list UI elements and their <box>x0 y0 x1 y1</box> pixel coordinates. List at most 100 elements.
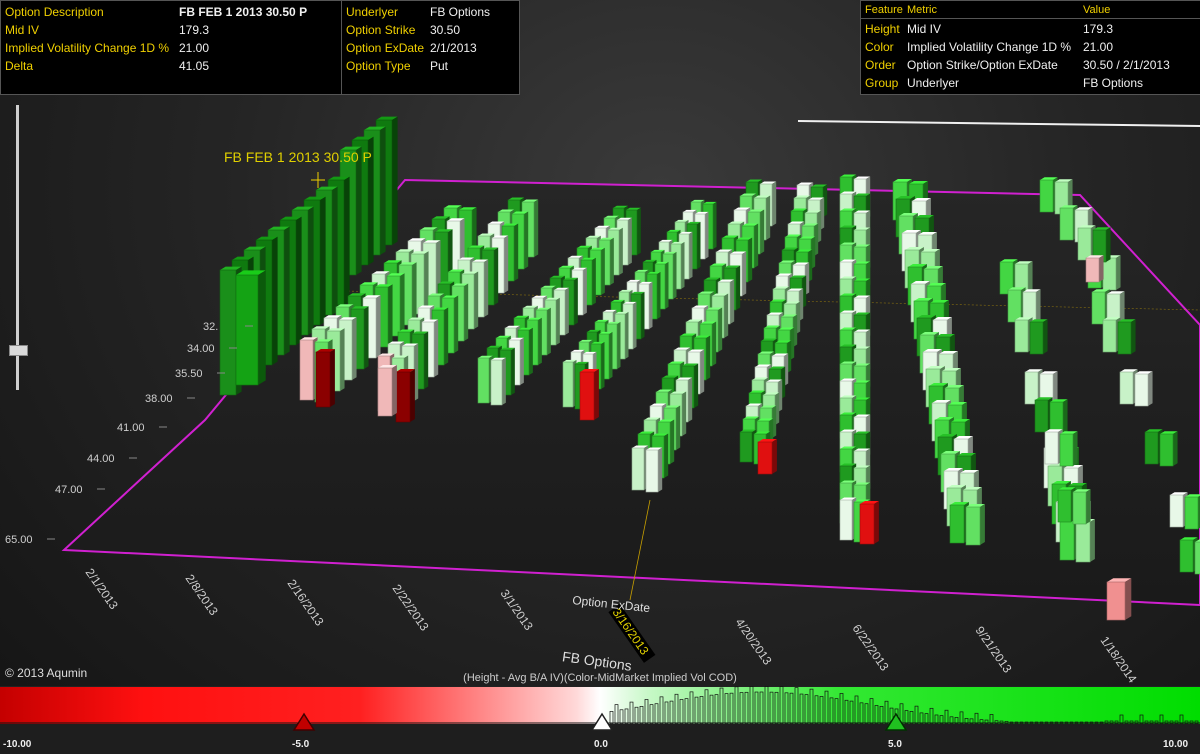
date-tick-label: 6/22/2013 <box>850 622 892 674</box>
value-cell: 179.3 <box>1083 22 1114 36</box>
option-bar[interactable] <box>1029 319 1048 355</box>
option-bar[interactable] <box>1106 578 1132 621</box>
option-bar[interactable] <box>315 349 335 408</box>
histogram-bin <box>659 696 664 724</box>
histogram-bin <box>854 695 859 724</box>
info-value: 30.50 <box>430 23 461 37</box>
histogram-bin <box>974 712 979 724</box>
option-bar[interactable] <box>859 501 879 545</box>
option-bar[interactable] <box>1075 519 1095 563</box>
option-bar[interactable] <box>757 439 777 475</box>
histogram-bin <box>949 716 954 724</box>
info-label: Mid IV <box>5 23 40 37</box>
marker-negative-five[interactable] <box>292 712 316 732</box>
option-bar[interactable] <box>299 337 318 401</box>
option-bar[interactable] <box>235 270 266 386</box>
svg-text:6/22/2013: 6/22/2013 <box>850 622 892 674</box>
histogram-bin <box>919 712 924 724</box>
histogram-bin <box>1119 714 1124 724</box>
info-label: Underlyer <box>346 5 399 19</box>
info-label: Option Type <box>346 59 411 73</box>
option-bar[interactable] <box>1092 227 1111 263</box>
feature-cell: Order <box>865 58 896 72</box>
option-bar[interactable] <box>1159 431 1178 467</box>
metric-cell: Mid IV <box>907 22 942 36</box>
option-bar[interactable] <box>477 355 493 404</box>
info-label: Implied Volatility Change 1D % <box>5 41 170 55</box>
histogram-bin <box>914 705 919 724</box>
selected-date-guide <box>629 499 651 601</box>
option-bar[interactable] <box>579 369 599 421</box>
option-bar[interactable] <box>645 447 663 493</box>
option-bar[interactable] <box>1117 319 1136 355</box>
strike-tick-label: 32. <box>203 321 218 333</box>
histogram-bin <box>709 694 714 724</box>
value-cell: 30.50 / 2/1/2013 <box>1083 58 1170 72</box>
option-bar[interactable] <box>1085 255 1104 283</box>
histogram-bin <box>669 700 674 724</box>
option-bar[interactable] <box>1194 539 1200 575</box>
metric-cell: Implied Volatility Change 1D % <box>907 40 1072 54</box>
histogram-bin <box>774 691 779 724</box>
histogram-bin <box>939 715 944 724</box>
option-info-panel: Option Description FB FEB 1 2013 30.50 P… <box>0 0 342 95</box>
histogram-bin <box>804 694 809 724</box>
histogram-bin <box>694 696 699 724</box>
option-bar[interactable] <box>1184 494 1200 530</box>
strike-tick-label: 41.00 <box>117 422 145 434</box>
zoom-slider-track[interactable] <box>16 105 19 390</box>
histogram-bin <box>754 691 759 724</box>
histogram-bin <box>859 702 864 724</box>
histogram-bin <box>879 706 884 724</box>
option-surface-3d-view[interactable]: 32. 34.00 35.50 38.00 41.00 44.00 47.00 65.00 2… <box>0 0 1200 686</box>
option-bar[interactable] <box>1022 289 1041 325</box>
option-bar[interactable] <box>965 504 985 546</box>
date-tick-label: 9/21/2013 <box>973 624 1015 676</box>
histogram-bin <box>819 696 824 724</box>
option-bar[interactable] <box>1049 399 1068 435</box>
histogram-bin <box>874 705 879 724</box>
date-tick-label: 2/1/2013 <box>83 566 121 613</box>
option-bar[interactable] <box>490 357 506 406</box>
histogram-bin <box>719 687 724 724</box>
histogram-bin <box>909 711 914 724</box>
histogram-bin <box>769 691 774 724</box>
histogram-bin <box>829 697 834 724</box>
colorbar-tick-label: 5.0 <box>888 739 902 750</box>
histogram-bin <box>789 692 794 724</box>
histogram-bin <box>644 699 649 724</box>
value-cell: 21.00 <box>1083 40 1114 54</box>
date-tick-label: 3/1/2013 <box>498 587 536 634</box>
histogram-bin <box>664 701 669 724</box>
zoom-slider-thumb[interactable] <box>9 345 28 356</box>
histogram-bin <box>639 706 644 724</box>
date-tick-label: 2/22/2013 <box>390 582 432 634</box>
colorbar-tick-label: -5.0 <box>292 739 310 750</box>
histogram-bin <box>824 690 829 724</box>
legend-caption: (Height - Avg B/A IV)(Color-MidMarket Im… <box>463 672 737 684</box>
marker-positive-five[interactable] <box>884 712 908 732</box>
option-bar[interactable] <box>395 369 415 423</box>
histogram-bin <box>724 693 729 724</box>
histogram-bin <box>744 691 749 724</box>
histogram-bin <box>684 698 689 724</box>
histogram-bin <box>704 689 709 724</box>
histogram-bin <box>994 720 999 724</box>
histogram-bin <box>964 718 969 724</box>
colorbar-tick-label: -10.00 <box>3 739 32 750</box>
metric-cell: Option Strike/Option ExDate <box>907 58 1058 72</box>
option-bar[interactable] <box>562 359 577 408</box>
info-label: Option ExDate <box>346 41 425 55</box>
marker-zero[interactable] <box>590 712 614 732</box>
histogram-bin <box>834 698 839 724</box>
option-bar[interactable] <box>377 365 397 417</box>
option-bar[interactable] <box>1059 431 1078 467</box>
info-value: FB Options <box>430 5 491 19</box>
histogram-bin <box>689 691 694 724</box>
underlyer-info-panel: Underlyer FB Options Option Strike 30.50… <box>341 0 520 95</box>
strike-tick-label: 35.50 <box>175 368 203 380</box>
histogram-bin <box>884 700 889 724</box>
option-bar[interactable] <box>1072 489 1091 525</box>
option-bar[interactable] <box>1134 371 1153 407</box>
date-tick-label: 4/20/2013 <box>733 616 775 668</box>
